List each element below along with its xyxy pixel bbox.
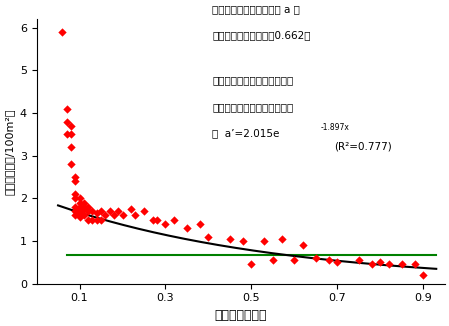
Point [97,208,105,214]
Point [89,208,96,214]
Point [420,273,427,278]
Point [355,258,362,263]
Point [93,211,100,216]
Point [205,234,212,239]
Point [80,204,88,209]
Point [67,132,75,137]
Point [84,208,92,214]
Point [183,226,190,231]
Point [67,144,75,150]
Point [63,119,70,124]
Point [269,258,277,263]
Point [80,200,88,205]
Point [128,206,135,212]
Point [76,208,83,214]
Point [72,204,79,209]
Point [72,196,79,201]
Point [84,204,92,209]
Point [63,106,70,111]
Point [84,217,92,222]
Point [106,208,113,214]
Point [76,206,83,212]
Point [72,191,79,197]
Point [153,217,160,222]
Point [76,204,83,209]
Point [76,215,83,220]
Point [93,217,100,222]
Point [162,221,169,227]
Point [76,213,83,218]
Point [141,208,148,214]
Point [226,236,233,241]
Point [67,162,75,167]
Y-axis label: 人口密度（人/100m²）: 人口密度（人/100m²） [4,108,14,195]
X-axis label: 農地・山林地率: 農地・山林地率 [215,309,267,322]
Point [97,217,105,222]
Point [377,259,384,265]
Point [110,213,118,218]
Point [76,196,83,201]
Point [239,238,247,244]
Text: (R²=0.777): (R²=0.777) [335,141,392,151]
Point [385,262,392,267]
Point [63,132,70,137]
Point [261,238,268,244]
Point [102,213,109,218]
Point [72,174,79,180]
Point [76,211,83,216]
Point [398,262,405,267]
Text: 曲線は一般低層住宅の人口密: 曲線は一般低層住宅の人口密 [212,75,293,85]
Point [248,262,255,267]
Text: 度と農地・山林地率の近似曲: 度と農地・山林地率の近似曲 [212,102,293,112]
Point [291,258,298,263]
Point [76,200,83,205]
Point [171,217,178,222]
Point [67,123,75,128]
Point [80,206,88,212]
Text: 緑線は地区人口推定式の a に: 緑線は地区人口推定式の a に [212,4,300,14]
Point [119,213,126,218]
Point [72,179,79,184]
Point [114,208,122,214]
Point [149,217,156,222]
Point [196,221,203,227]
Point [132,213,139,218]
Text: -1.897x: -1.897x [320,123,349,132]
Point [278,236,285,241]
Text: 線  a’=2.015e: 線 a’=2.015e [212,128,279,138]
Point [334,259,341,265]
Point [325,258,332,263]
Point [72,208,79,214]
Point [313,255,320,260]
Point [89,217,96,222]
Point [411,262,418,267]
Point [368,262,375,267]
Point [80,213,88,218]
Point [299,243,307,248]
Point [59,29,66,35]
Text: よる配分人口の密度（0.662）: よる配分人口の密度（0.662） [212,30,311,40]
Point [72,213,79,218]
